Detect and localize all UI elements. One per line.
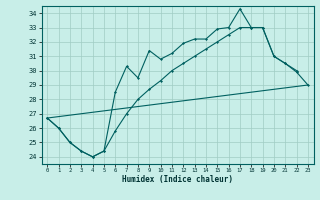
X-axis label: Humidex (Indice chaleur): Humidex (Indice chaleur) [122,175,233,184]
